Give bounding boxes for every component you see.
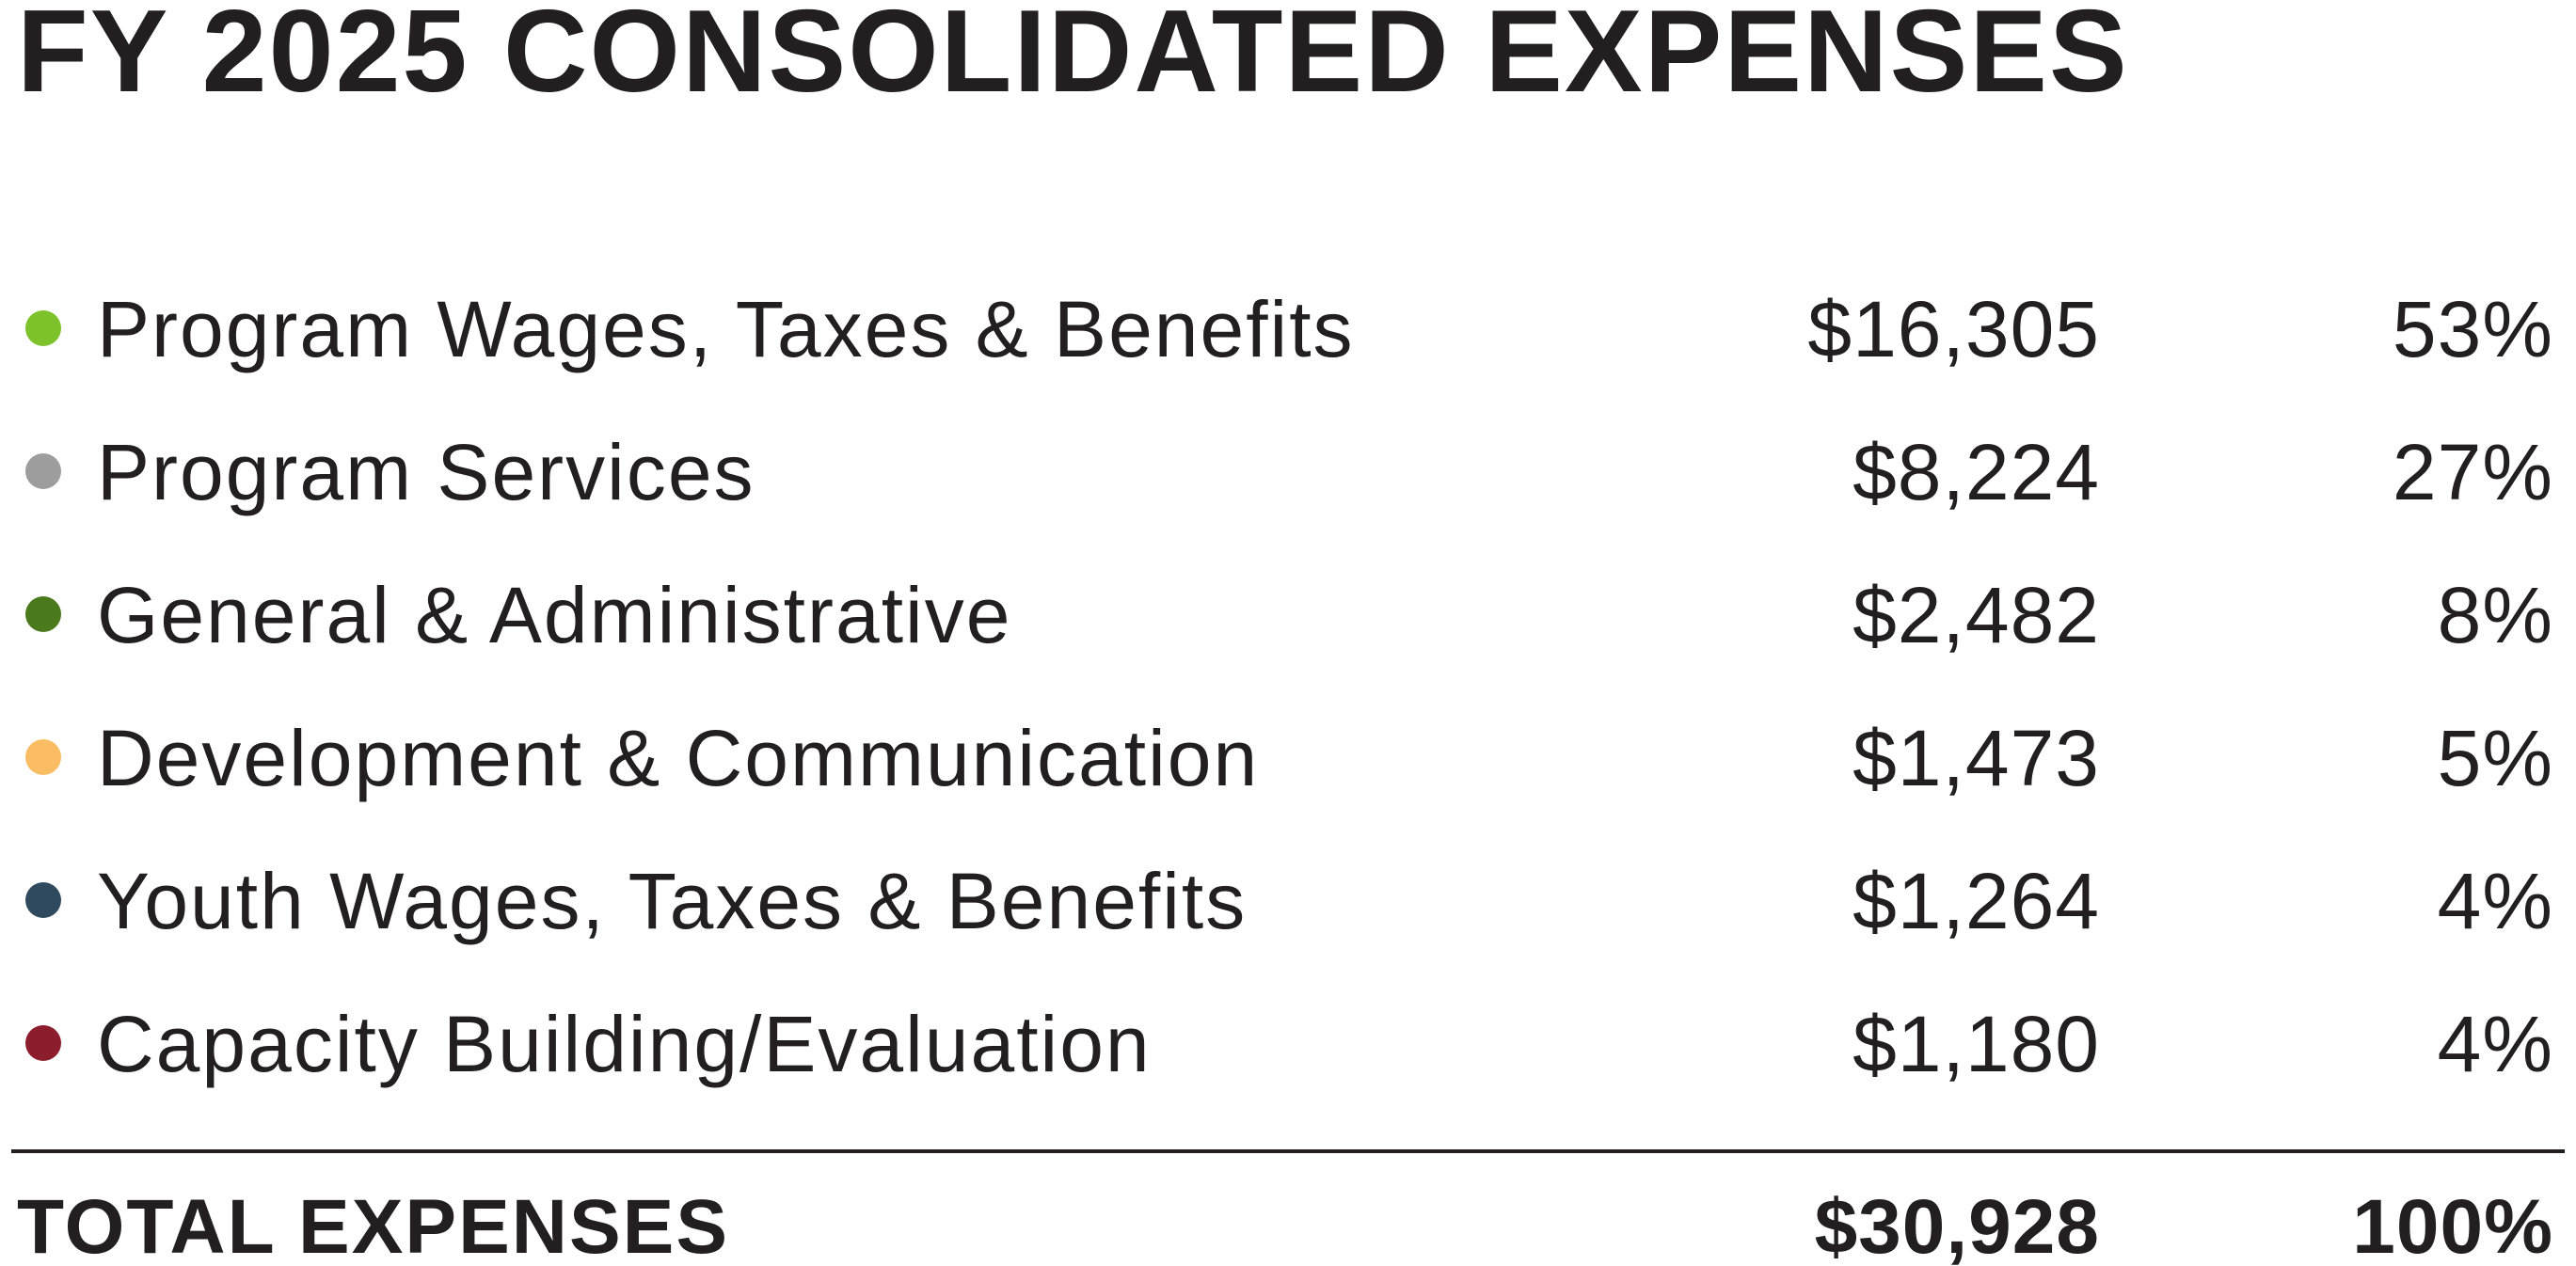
table-row: Program Services $8,224 27%	[0, 401, 2576, 544]
total-row: TOTAL EXPENSES $30,928 100%	[0, 1157, 2576, 1266]
total-divider	[11, 1149, 2565, 1153]
table-row: Youth Wages, Taxes & Benefits $1,264 4%	[0, 830, 2576, 973]
row-label: Development & Communication	[97, 714, 1260, 802]
row-label: Capacity Building/Evaluation	[97, 1000, 1152, 1088]
page-title: FY 2025 CONSOLIDATED EXPENSES	[17, 0, 2129, 117]
table-row: General & Administrative $2,482 8%	[0, 544, 2576, 687]
table-row: Development & Communication $1,473 5%	[0, 687, 2576, 830]
row-amount: $1,473	[1852, 714, 2100, 802]
table-row: Program Wages, Taxes & Benefits $16,305 …	[0, 258, 2576, 401]
row-label: Program Services	[97, 428, 755, 516]
row-label: General & Administrative	[97, 571, 1012, 659]
row-amount: $1,264	[1852, 857, 2100, 945]
row-amount: $8,224	[1852, 428, 2100, 516]
row-percent: 5%	[2437, 714, 2553, 802]
row-percent: 4%	[2437, 857, 2553, 945]
row-label: Program Wages, Taxes & Benefits	[97, 285, 1355, 373]
row-percent: 53%	[2392, 285, 2553, 373]
row-percent: 27%	[2392, 428, 2553, 516]
row-amount: $1,180	[1852, 1000, 2100, 1088]
row-label: Youth Wages, Taxes & Benefits	[97, 857, 1248, 945]
row-amount: $16,305	[1807, 285, 2100, 373]
legend-dot-icon	[25, 453, 61, 489]
legend-dot-icon	[25, 310, 61, 346]
row-amount: $2,482	[1852, 571, 2100, 659]
legend-dot-icon	[25, 1025, 61, 1061]
total-label: TOTAL EXPENSES	[17, 1184, 730, 1266]
table-row: Capacity Building/Evaluation $1,180 4%	[0, 973, 2576, 1116]
legend-dot-icon	[25, 596, 61, 632]
total-percent: 100%	[2352, 1184, 2553, 1266]
row-percent: 4%	[2437, 1000, 2553, 1088]
legend-dot-icon	[25, 739, 61, 775]
row-percent: 8%	[2437, 571, 2553, 659]
total-amount: $30,928	[1814, 1184, 2100, 1266]
legend-dot-icon	[25, 882, 61, 918]
